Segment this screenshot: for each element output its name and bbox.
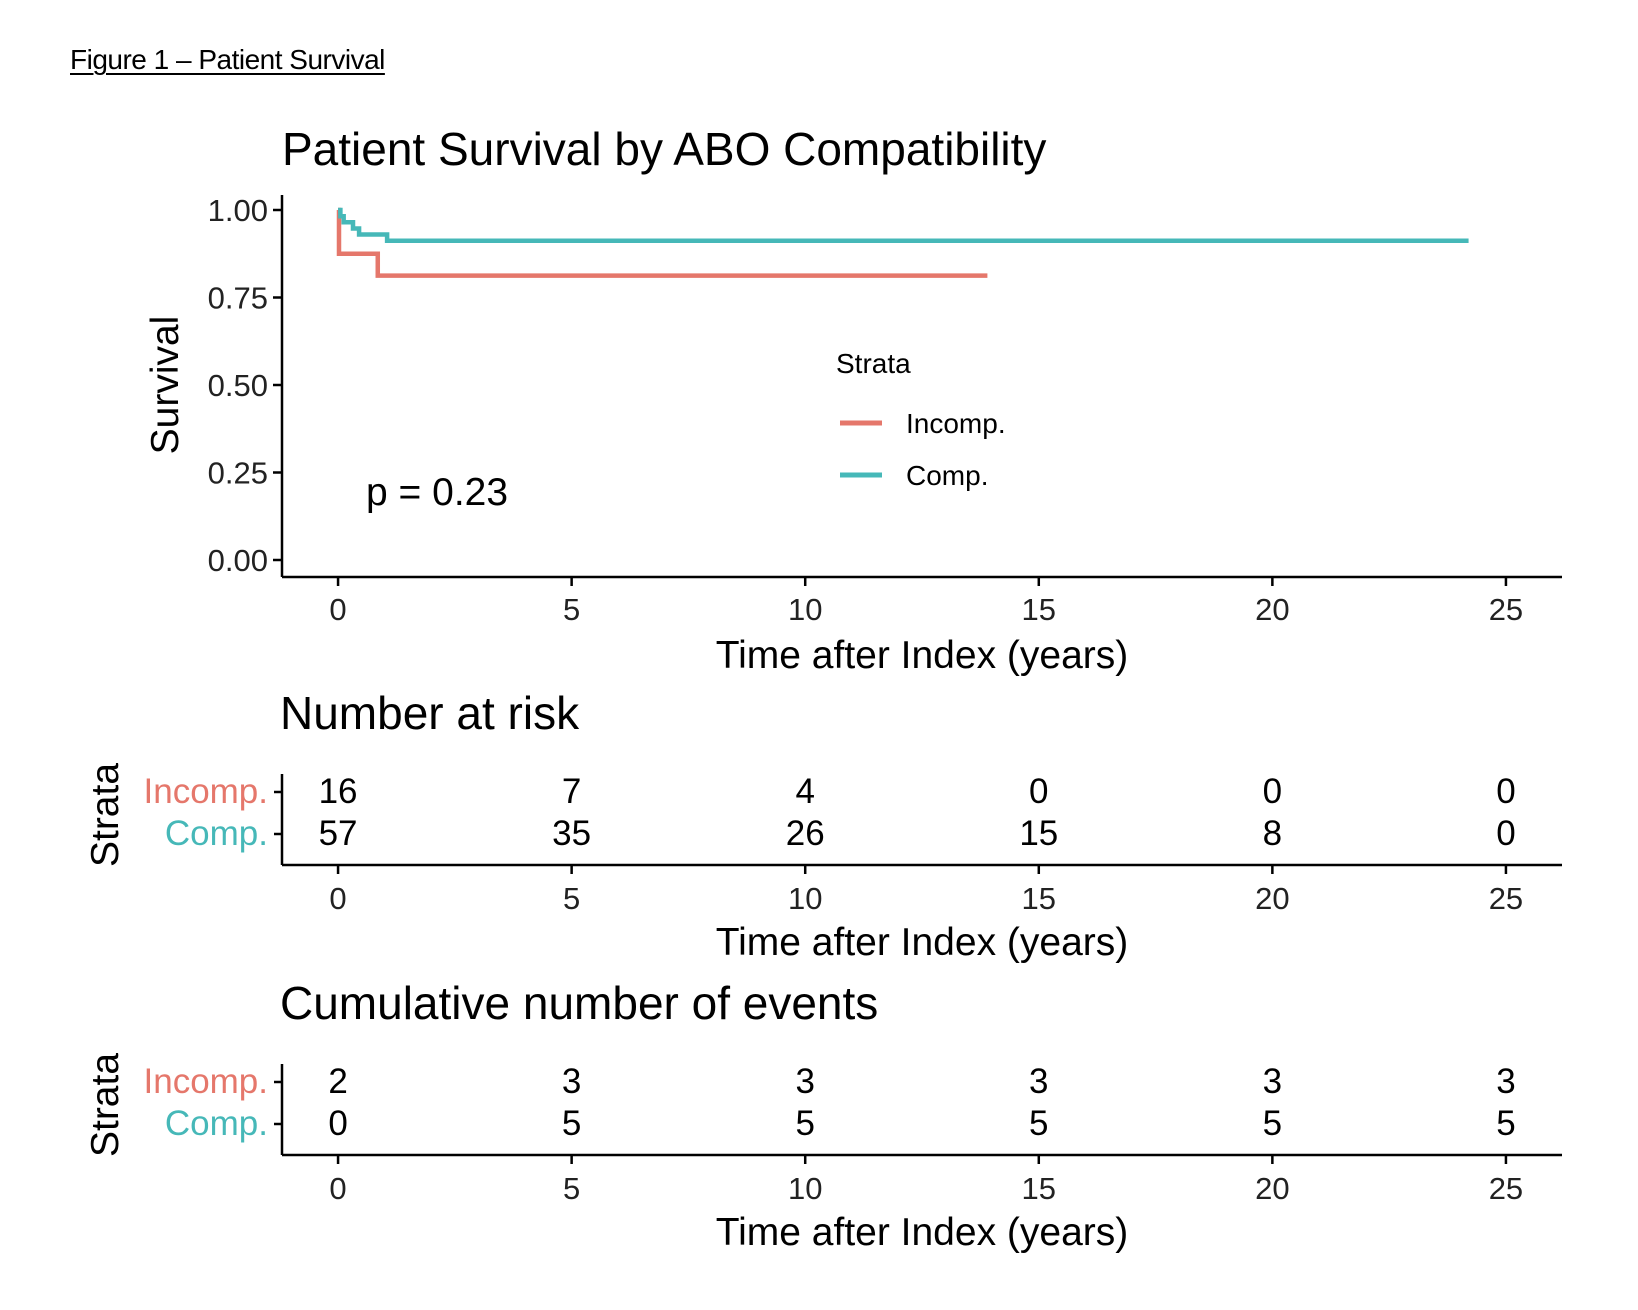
risk-y-axis-label: Strata	[84, 763, 127, 867]
legend-title: Strata	[836, 348, 911, 379]
km-y-tick-label: 0.25	[208, 456, 268, 491]
risk-cell: 0	[1496, 814, 1515, 853]
km-x-tick-label: 15	[1022, 592, 1056, 627]
events-y-axis-label: Strata	[84, 1053, 127, 1157]
events-x-tick-label: 0	[329, 1171, 346, 1206]
km-x-tick-label: 0	[329, 592, 346, 627]
km-y-axis-label: Survival	[144, 316, 187, 455]
events-cell: 2	[328, 1062, 347, 1101]
events-row-label: Comp.	[165, 1104, 268, 1143]
figure-caption: Figure 1 – Patient Survival	[70, 44, 385, 75]
events-cell: 5	[795, 1104, 814, 1143]
events-x-tick-label: 15	[1022, 1171, 1056, 1206]
risk-x-tick-label: 20	[1255, 881, 1289, 916]
events-cell: 3	[795, 1062, 814, 1101]
risk-x-tick-label: 5	[563, 881, 580, 916]
risk-cell: 26	[786, 814, 825, 853]
events-x-tick-label: 10	[788, 1171, 822, 1206]
events-x-tick-label: 20	[1255, 1171, 1289, 1206]
events-cell: 3	[562, 1062, 581, 1101]
risk-x-tick-label: 10	[788, 881, 822, 916]
legend-label: Incomp.	[906, 408, 1006, 439]
km-x-tick-label: 20	[1255, 592, 1289, 627]
risk-cell: 35	[552, 814, 591, 853]
events-cell: 5	[1496, 1104, 1515, 1143]
events-x-axis-label: Time after Index (years)	[716, 1211, 1129, 1254]
events-table-title: Cumulative number of events	[280, 977, 878, 1029]
events-cell: 3	[1263, 1062, 1282, 1101]
risk-cell: 4	[795, 772, 814, 811]
risk-cell: 57	[319, 814, 358, 853]
risk-cell: 16	[319, 772, 358, 811]
risk-x-axis-label: Time after Index (years)	[716, 921, 1129, 964]
risk-row-label: Comp.	[165, 814, 268, 853]
events-x-tick-label: 5	[563, 1171, 580, 1206]
risk-row-label: Incomp.	[144, 772, 269, 811]
risk-x-tick-label: 0	[329, 881, 346, 916]
risk-cell: 15	[1019, 814, 1058, 853]
km-y-tick-label: 0.75	[208, 281, 268, 316]
risk-cell: 7	[562, 772, 581, 811]
events-row-label: Incomp.	[144, 1062, 269, 1101]
events-cell: 5	[1263, 1104, 1282, 1143]
km-x-tick-label: 10	[788, 592, 822, 627]
risk-cell: 0	[1496, 772, 1515, 811]
events-cell: 3	[1029, 1062, 1048, 1101]
risk-cell: 8	[1263, 814, 1282, 853]
km-y-tick-label: 1.00	[208, 193, 268, 228]
risk-cell: 0	[1029, 772, 1048, 811]
km-curve-comp	[338, 207, 1469, 244]
events-cell: 5	[562, 1104, 581, 1143]
km-x-tick-label: 5	[563, 592, 580, 627]
risk-table-title: Number at risk	[280, 687, 580, 739]
km-title: Patient Survival by ABO Compatibility	[282, 123, 1046, 175]
events-x-tick-label: 25	[1489, 1171, 1523, 1206]
km-x-axis-label: Time after Index (years)	[716, 634, 1129, 677]
p-value-annotation: p = 0.23	[366, 471, 508, 514]
events-cell: 0	[328, 1104, 347, 1143]
risk-x-tick-label: 25	[1489, 881, 1523, 916]
km-y-tick-label: 0.50	[208, 368, 268, 403]
events-cell: 3	[1496, 1062, 1515, 1101]
risk-x-tick-label: 15	[1022, 881, 1056, 916]
events-cell: 5	[1029, 1104, 1048, 1143]
risk-cell: 0	[1263, 772, 1282, 811]
legend-label: Comp.	[906, 460, 988, 491]
km-y-tick-label: 0.00	[208, 543, 268, 578]
km-x-tick-label: 25	[1489, 592, 1523, 627]
